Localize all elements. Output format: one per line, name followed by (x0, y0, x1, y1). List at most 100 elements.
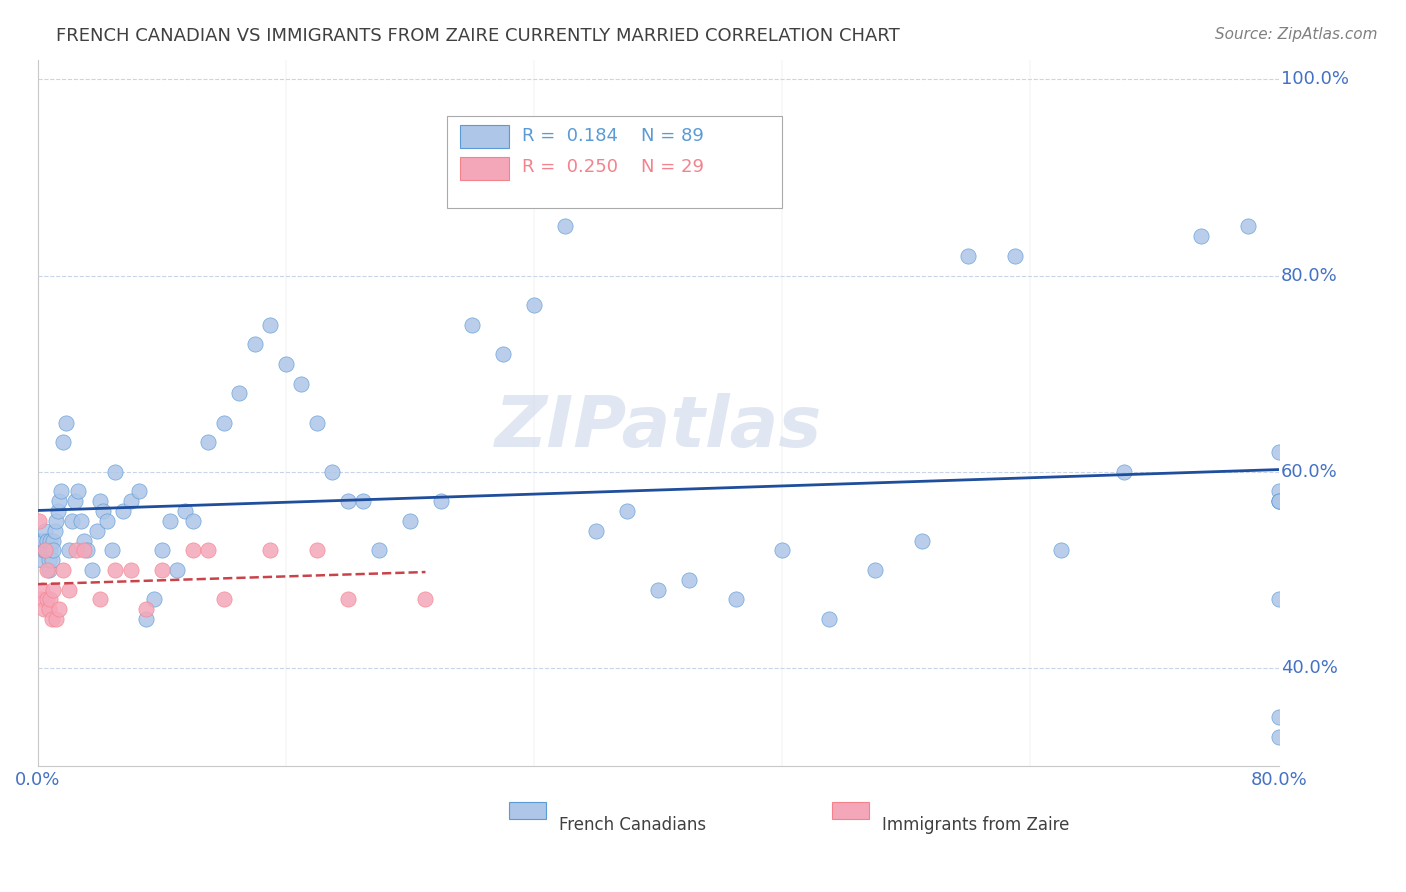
French Canadians (42, 533, 65, 548)
French Canadians (42, 543, 65, 558)
French Canadians (1236, 219, 1258, 234)
French Canadians (49, 484, 72, 499)
French Canadians (111, 504, 134, 518)
French Canadians (770, 543, 793, 558)
French Canadians (159, 514, 181, 528)
French Canadians (38, 553, 60, 567)
Text: R =  0.184    N = 89: R = 0.184 N = 89 (522, 127, 703, 145)
French Canadians (45, 514, 67, 528)
Immigrants from Zaire (181, 543, 204, 558)
French Canadians (86, 524, 108, 538)
French Canadians (228, 386, 250, 401)
Immigrants from Zaire (28, 514, 51, 528)
Immigrants from Zaire (104, 563, 127, 577)
Immigrants from Zaire (150, 563, 173, 577)
French Canadians (34, 543, 56, 558)
French Canadians (174, 504, 197, 518)
Immigrants from Zaire (120, 563, 142, 577)
French Canadians (46, 504, 69, 518)
Immigrants from Zaire (42, 582, 65, 597)
Text: FRENCH CANADIAN VS IMMIGRANTS FROM ZAIRE CURRENTLY MARRIED CORRELATION CHART: FRENCH CANADIAN VS IMMIGRANTS FROM ZAIRE… (56, 27, 900, 45)
Immigrants from Zaire (336, 592, 359, 607)
French Canadians (63, 494, 86, 508)
Immigrants from Zaire (39, 592, 62, 607)
French Canadians (31, 533, 53, 548)
Immigrants from Zaire (51, 563, 73, 577)
Immigrants from Zaire (48, 602, 70, 616)
Text: ZIPatlas: ZIPatlas (495, 392, 823, 461)
French Canadians (1267, 445, 1289, 459)
French Canadians (41, 553, 63, 567)
French Canadians (39, 533, 62, 548)
French Canadians (461, 318, 484, 332)
French Canadians (336, 494, 359, 508)
French Canadians (616, 504, 638, 518)
French Canadians (1267, 484, 1289, 499)
French Canadians (35, 533, 58, 548)
French Canadians (31, 553, 53, 567)
Immigrants from Zaire (89, 592, 111, 607)
French Canadians (865, 563, 887, 577)
French Canadians (38, 563, 60, 577)
French Canadians (91, 504, 114, 518)
Immigrants from Zaire (35, 592, 58, 607)
French Canadians (101, 543, 124, 558)
French Canadians (678, 573, 700, 587)
Text: 60.0%: 60.0% (1281, 463, 1339, 481)
Immigrants from Zaire (41, 612, 63, 626)
Text: French Canadians: French Canadians (560, 816, 706, 834)
French Canadians (305, 416, 328, 430)
FancyBboxPatch shape (832, 802, 869, 820)
French Canadians (73, 533, 96, 548)
Immigrants from Zaire (65, 543, 87, 558)
Immigrants from Zaire (415, 592, 437, 607)
French Canadians (399, 514, 422, 528)
French Canadians (554, 219, 576, 234)
Immigrants from Zaire (305, 543, 328, 558)
French Canadians (30, 543, 52, 558)
French Canadians (35, 543, 58, 558)
French Canadians (585, 524, 607, 538)
French Canadians (89, 494, 111, 508)
FancyBboxPatch shape (460, 125, 509, 148)
French Canadians (135, 612, 157, 626)
French Canadians (34, 524, 56, 538)
Immigrants from Zaire (197, 543, 219, 558)
French Canadians (39, 543, 62, 558)
French Canadians (32, 533, 55, 548)
French Canadians (197, 435, 219, 450)
French Canadians (1267, 494, 1289, 508)
French Canadians (44, 524, 66, 538)
French Canadians (1189, 229, 1212, 244)
French Canadians (259, 318, 281, 332)
Immigrants from Zaire (31, 582, 53, 597)
Immigrants from Zaire (35, 563, 58, 577)
French Canadians (1050, 543, 1073, 558)
French Canadians (51, 435, 73, 450)
French Canadians (48, 494, 70, 508)
Immigrants from Zaire (259, 543, 281, 558)
Text: 40.0%: 40.0% (1281, 659, 1339, 677)
French Canadians (321, 465, 343, 479)
French Canadians (66, 484, 89, 499)
French Canadians (724, 592, 747, 607)
French Canadians (166, 563, 188, 577)
French Canadians (96, 514, 118, 528)
Immigrants from Zaire (45, 612, 67, 626)
French Canadians (28, 533, 51, 548)
French Canadians (957, 249, 980, 263)
French Canadians (181, 514, 204, 528)
French Canadians (76, 543, 98, 558)
French Canadians (290, 376, 312, 391)
French Canadians (492, 347, 515, 361)
FancyBboxPatch shape (447, 116, 782, 208)
French Canadians (70, 514, 93, 528)
Immigrants from Zaire (38, 602, 60, 616)
French Canadians (523, 298, 546, 312)
French Canadians (430, 494, 453, 508)
French Canadians (1004, 249, 1026, 263)
French Canadians (104, 465, 127, 479)
Immigrants from Zaire (73, 543, 96, 558)
Immigrants from Zaire (34, 543, 56, 558)
Text: 80.0%: 80.0% (1281, 267, 1339, 285)
